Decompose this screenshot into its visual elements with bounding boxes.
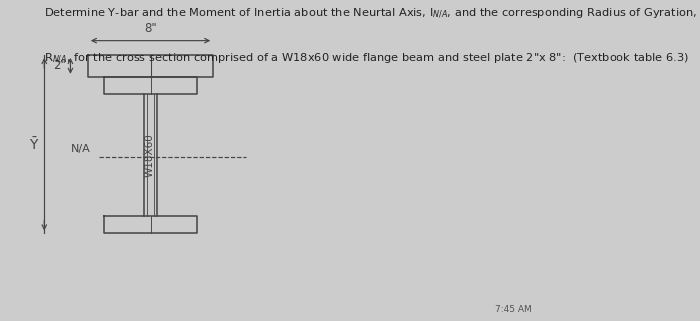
Text: W18X60: W18X60: [144, 133, 155, 177]
Text: R$_{N/A}$, for the cross section comprised of a W18x60 wide flange beam and stee: R$_{N/A}$, for the cross section compris…: [44, 52, 690, 66]
Text: N/A: N/A: [71, 144, 90, 154]
Text: Determine Y-bar and the Moment of Inertia about the Neurtal Axis, I$_{N/A}$, and: Determine Y-bar and the Moment of Inerti…: [44, 7, 697, 21]
Text: 7:45 AM: 7:45 AM: [495, 305, 532, 314]
Text: 2": 2": [53, 59, 66, 73]
Text: $\bar{\rm Y}$: $\bar{\rm Y}$: [29, 136, 40, 152]
Text: 8": 8": [144, 22, 157, 35]
